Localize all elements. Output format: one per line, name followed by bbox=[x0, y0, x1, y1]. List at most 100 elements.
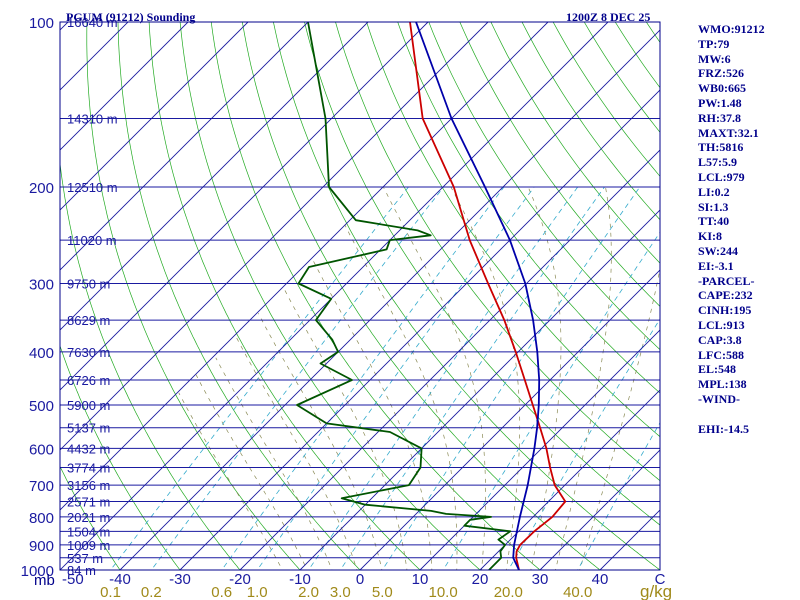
mixing-ratio-line bbox=[150, 186, 444, 570]
isotherm-line bbox=[539, 449, 660, 570]
mixing-ratio-unit-label: g/kg bbox=[640, 582, 672, 600]
moist-adiabat-line bbox=[257, 313, 383, 570]
mixing-ratio-tick-label: 1.0 bbox=[247, 584, 268, 600]
temperature-tick-label: -30 bbox=[169, 571, 191, 588]
mixing-ratio-tick-label: 0.2 bbox=[141, 584, 162, 600]
isotherm-line bbox=[60, 22, 489, 451]
isotherm-line bbox=[359, 269, 660, 570]
mixing-ratio-tick-label: 0.1 bbox=[100, 584, 121, 600]
isotherm-line bbox=[239, 149, 660, 570]
height-level-label: 7630 m bbox=[67, 345, 110, 360]
isotherm-line bbox=[299, 209, 660, 570]
isotherm-line bbox=[60, 22, 549, 511]
height-level-label: 5900 m bbox=[67, 398, 110, 413]
mixing-ratio-tick-label: 20.0 bbox=[494, 584, 523, 600]
pressure-tick-label: 400 bbox=[29, 345, 54, 362]
mixing-ratio-line bbox=[577, 421, 660, 570]
pressure-unit-label: mb bbox=[34, 572, 55, 589]
moist-adiabat-line bbox=[579, 266, 660, 570]
mixing-ratio-tick-label: 3.0 bbox=[330, 584, 351, 600]
chart-valid-time: 1200Z 8 DEC 25 bbox=[566, 10, 650, 24]
moist-adiabat-line bbox=[382, 186, 486, 570]
dewpoint-trace bbox=[296, 22, 512, 570]
mixing-ratio-line bbox=[256, 186, 535, 570]
height-level-label: 3774 m bbox=[67, 461, 110, 476]
mixing-ratio-line bbox=[442, 231, 660, 570]
index-entry: CINH:195 bbox=[698, 303, 752, 318]
mixing-ratio-tick-label: 10.0 bbox=[428, 584, 457, 600]
index-entry: MW:6 bbox=[698, 51, 731, 66]
height-level-label: 14310 m bbox=[67, 112, 118, 127]
temperature-tick-label: 0 bbox=[356, 571, 364, 588]
moist-adiabat-line bbox=[283, 287, 408, 570]
pressure-tick-label: 500 bbox=[29, 398, 54, 415]
mixing-ratio-line bbox=[110, 186, 409, 570]
temperature-tick-label: C bbox=[655, 571, 666, 588]
isotherm-line bbox=[0, 22, 8, 570]
pressure-tick-label: 300 bbox=[29, 277, 54, 294]
temperature-trace bbox=[409, 22, 567, 570]
index-entry: KI:8 bbox=[698, 229, 722, 244]
index-entry: -WIND- bbox=[698, 391, 740, 406]
temperature-tick-label: 20 bbox=[472, 571, 489, 588]
moist-adiabat-line bbox=[344, 225, 458, 570]
index-entry: -PARCEL- bbox=[698, 273, 755, 288]
index-entry: TT:40 bbox=[698, 214, 730, 229]
temperature-tick-label: 40 bbox=[592, 571, 609, 588]
mixing-ratio-tick-label: 0.6 bbox=[211, 584, 232, 600]
index-entry: LCL:979 bbox=[698, 169, 745, 184]
temperature-tick-label: -40 bbox=[109, 571, 131, 588]
height-level-label: 3156 m bbox=[67, 478, 110, 493]
index-entry: TP:79 bbox=[698, 36, 730, 51]
height-level-label: 1009 m bbox=[67, 538, 110, 553]
index-entry: EL:548 bbox=[698, 362, 737, 377]
pressure-tick-label: 700 bbox=[29, 478, 54, 495]
isotherm-line bbox=[479, 389, 660, 570]
index-entry: EHI:-14.5 bbox=[698, 421, 749, 436]
index-entry: LCL:913 bbox=[698, 317, 745, 332]
index-entry: SI:1.3 bbox=[698, 199, 729, 214]
indices-panel: WMO:91212 TP:79 MW:6 FRZ:526 WB0:665 PW:1.48 R… bbox=[698, 22, 798, 436]
isotherm-line bbox=[419, 329, 660, 570]
index-entry: MAXT:32.1 bbox=[698, 125, 759, 140]
index-entry: FRZ:526 bbox=[698, 66, 744, 81]
isotherm-line bbox=[60, 22, 189, 151]
height-level-label: 2571 m bbox=[67, 495, 110, 510]
height-level-label: 6726 m bbox=[67, 373, 110, 388]
height-level-label: 2021 m bbox=[67, 510, 110, 525]
isotherm-line bbox=[60, 22, 429, 391]
moist-adiabat-line bbox=[215, 357, 333, 570]
index-entry: WMO:91212 bbox=[698, 22, 765, 36]
index-entry: LI:0.2 bbox=[698, 184, 730, 199]
index-entry bbox=[698, 407, 798, 422]
isotherm-line bbox=[60, 22, 249, 211]
pressure-tick-label: 900 bbox=[29, 538, 54, 555]
height-level-label: 5137 m bbox=[67, 421, 110, 436]
temperature-tick-label: -10 bbox=[289, 571, 311, 588]
moist-adiabat-line bbox=[554, 186, 612, 570]
temperature-tick-label: 10 bbox=[412, 571, 429, 588]
index-entry: CAP:3.8 bbox=[698, 332, 742, 347]
height-level-label: 12510 m bbox=[67, 180, 118, 195]
mixing-ratio-line bbox=[339, 186, 605, 570]
temperature-tick-label: -50 bbox=[62, 571, 84, 588]
isotherm-line bbox=[60, 22, 369, 331]
temperature-tick-label: -20 bbox=[229, 571, 251, 588]
index-entry: RH:37.8 bbox=[698, 110, 741, 125]
index-entry: CAPE:232 bbox=[698, 288, 753, 303]
pressure-tick-label: 100 bbox=[29, 15, 54, 32]
parcel-trace bbox=[415, 22, 541, 570]
pressure-tick-label: 200 bbox=[29, 180, 54, 197]
pressure-tick-label: 800 bbox=[29, 510, 54, 527]
pressure-tick-label: 600 bbox=[29, 441, 54, 458]
pressure-tick-label: 1000 bbox=[21, 563, 54, 580]
mixing-ratio-tick-label: 40.0 bbox=[563, 584, 592, 600]
isotherm-line bbox=[60, 22, 609, 570]
index-entry: SW:244 bbox=[698, 243, 739, 258]
index-entry: L57:5.9 bbox=[698, 155, 737, 170]
index-entry: WB0:665 bbox=[698, 81, 746, 96]
height-level-label: 8629 m bbox=[67, 313, 110, 328]
index-entry: MPL:138 bbox=[698, 377, 747, 392]
dry-adiabat-line bbox=[60, 465, 121, 570]
